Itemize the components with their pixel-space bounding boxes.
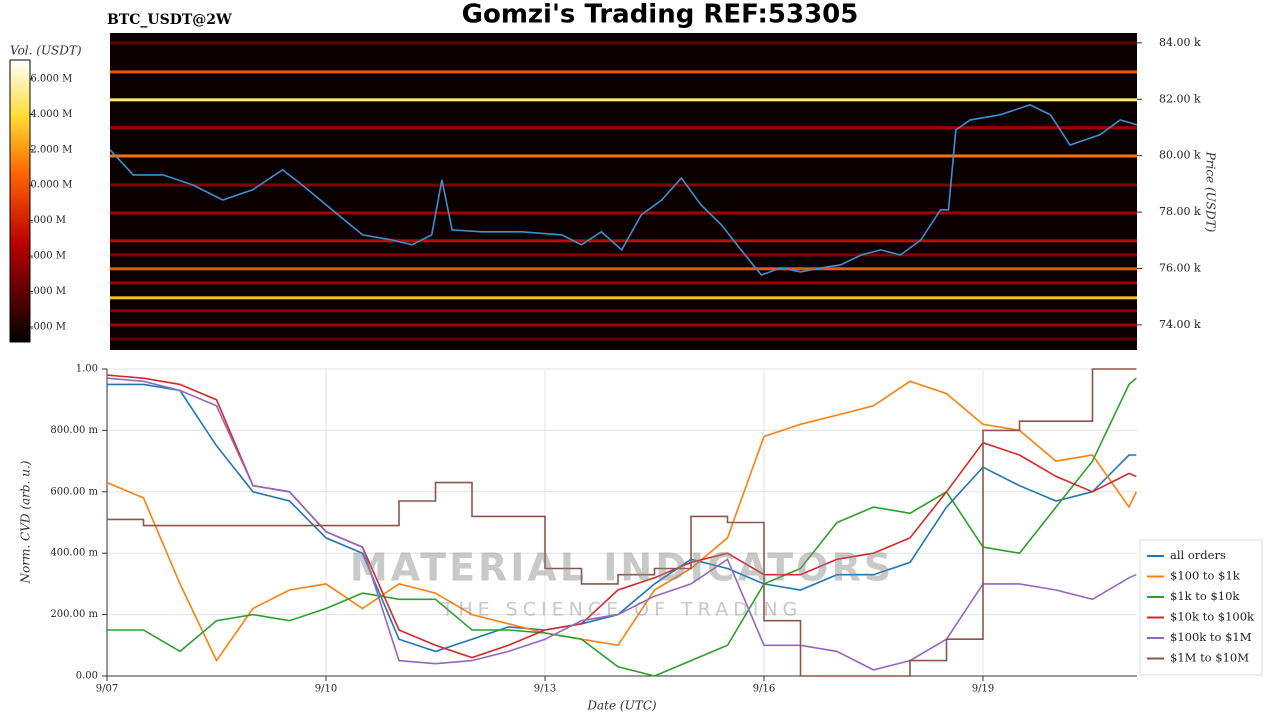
- chart-title: Gomzi's Trading REF:53305: [462, 0, 859, 30]
- heatmap-row: [110, 70, 1137, 74]
- series-line: [106, 377, 1137, 671]
- colorbar-tick-label: 10.000 M: [24, 180, 72, 191]
- y-tick-label: 1.00: [76, 364, 98, 375]
- watermark: MATERIAL INDICATORS THE SCIENCE OF TRADI…: [350, 546, 894, 621]
- y-tick-label: 78.00 k: [1159, 205, 1201, 218]
- heatmap-row: [110, 126, 1137, 130]
- y-tick-label: 800.00 m: [50, 425, 98, 436]
- y-tick-label: 76.00 k: [1159, 261, 1201, 274]
- y-tick-label: 0.00: [76, 671, 98, 682]
- x-tick-label: 9/19: [972, 684, 994, 695]
- x-tick-label: 9/16: [753, 684, 775, 695]
- heatmap-row: [110, 267, 1137, 271]
- heatmap-row: [110, 323, 1137, 327]
- symbol-label: BTC_USDT@2W: [107, 12, 232, 28]
- y-tick-label: 82.00 k: [1159, 92, 1201, 105]
- y-tick-label: 400.00 m: [50, 548, 98, 559]
- heatmap-row: [110, 296, 1137, 300]
- colorbar-tick-label: 2.000 M: [24, 321, 66, 332]
- heatmap-row: [110, 211, 1137, 215]
- x-axis-label: Date (UTC): [586, 699, 656, 713]
- colorbar-label: Vol. (USDT): [10, 44, 82, 58]
- series-line: [106, 380, 1138, 663]
- heatmap-row: [110, 309, 1137, 313]
- colorbar-tick-label: 14.000 M: [24, 109, 72, 120]
- colorbar-tick-label: 12.000 M: [24, 144, 72, 155]
- watermark-title: MATERIAL INDICATORS: [350, 546, 894, 590]
- heatmap-row: [110, 253, 1137, 257]
- heatmap-row: [110, 154, 1137, 158]
- legend-label: $100 to $1k: [1170, 569, 1241, 583]
- series-line: [107, 368, 1137, 677]
- legend-label: all orders: [1170, 548, 1226, 562]
- watermark-subtitle: THE SCIENCE OF TRADING: [441, 599, 803, 621]
- series-line: [107, 383, 1137, 653]
- heatmap-row: [110, 239, 1137, 243]
- heatmap-row: [110, 41, 1137, 45]
- legend-box: [1139, 539, 1263, 676]
- legend-label: $1k to $10k: [1170, 589, 1240, 603]
- heatmap-row: [110, 337, 1137, 341]
- x-tick-label: 9/07: [96, 684, 118, 695]
- colorbar-tick-label: 4.000 M: [24, 286, 66, 297]
- heatmap-row: [110, 183, 1137, 187]
- heatmap-row: [110, 281, 1137, 285]
- series-line: [107, 377, 1137, 677]
- y-tick-label: 74.00 k: [1159, 318, 1201, 331]
- colorbar-tick-label: 6.000 M: [24, 251, 66, 262]
- y-tick-label: 600.00 m: [50, 486, 98, 497]
- price-line: [109, 104, 1138, 276]
- cvd-panel: 0.00 200.00 m 400.00 m 600.00 m 800.00 m 1.00…: [50, 364, 1263, 695]
- y-tick-label: 200.00 m: [50, 609, 98, 620]
- y-tick-label: 84.00 k: [1159, 36, 1201, 49]
- heatmap-background: [110, 33, 1137, 350]
- legend-label: $10k to $100k: [1170, 610, 1255, 624]
- x-tick-label: 9/13: [534, 684, 556, 695]
- y-axis-label: Price (USDT): [1204, 151, 1218, 233]
- x-tick-label: 9/10: [315, 684, 337, 695]
- heatmap-panel: 74.00 k 76.00 k 78.00 k 80.00 k 82.00 k 84.00…: [9, 33, 1201, 350]
- heatmap-row: [110, 98, 1137, 102]
- colorbar: [9, 59, 31, 343]
- legend-label: $1M to $10M: [1170, 651, 1249, 665]
- y-tick-label: 80.00 k: [1159, 149, 1201, 162]
- y-axis-label: Norm. CVD (arb. u.): [19, 460, 33, 584]
- colorbar-tick-label: 8.000 M: [24, 215, 66, 226]
- colorbar-tick-label: 16.000 M: [24, 73, 72, 84]
- legend-label: $100k to $1M: [1170, 630, 1252, 644]
